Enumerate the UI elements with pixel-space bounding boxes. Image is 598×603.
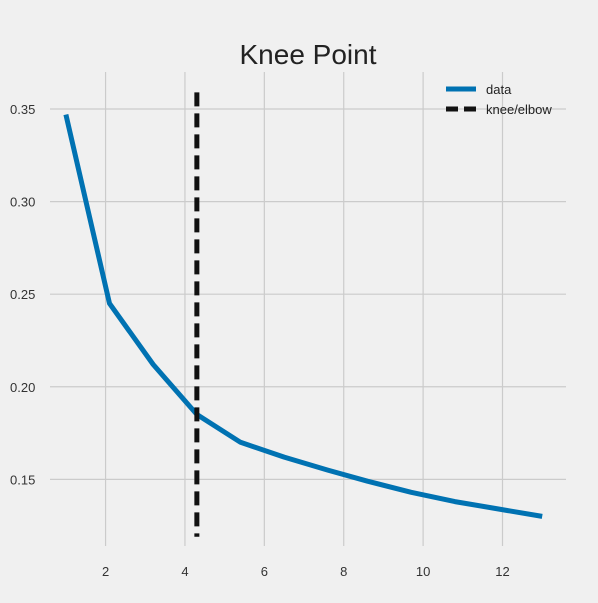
series-line-data — [63, 114, 543, 519]
y-tick-label: 0.15 — [10, 472, 35, 487]
legend-label-data: data — [486, 82, 512, 97]
y-tick-label: 0.20 — [10, 380, 35, 395]
series-layer — [63, 92, 543, 537]
tick-labels: 2 4 6 8 10 12 0.15 0.20 0.25 0.30 0.35 — [10, 102, 510, 579]
legend-label-knee: knee/elbow — [486, 102, 552, 117]
x-tick-label: 4 — [181, 564, 188, 579]
y-tick-label: 0.35 — [10, 102, 35, 117]
legend: data knee/elbow — [446, 82, 552, 117]
grid — [50, 72, 566, 546]
y-tick-label: 0.30 — [10, 195, 35, 210]
y-tick-label: 0.25 — [10, 287, 35, 302]
x-tick-label: 10 — [416, 564, 430, 579]
chart-title: Knee Point — [240, 39, 377, 70]
x-tick-label: 2 — [102, 564, 109, 579]
x-tick-label: 6 — [261, 564, 268, 579]
x-tick-label: 8 — [340, 564, 347, 579]
x-tick-label: 12 — [495, 564, 509, 579]
